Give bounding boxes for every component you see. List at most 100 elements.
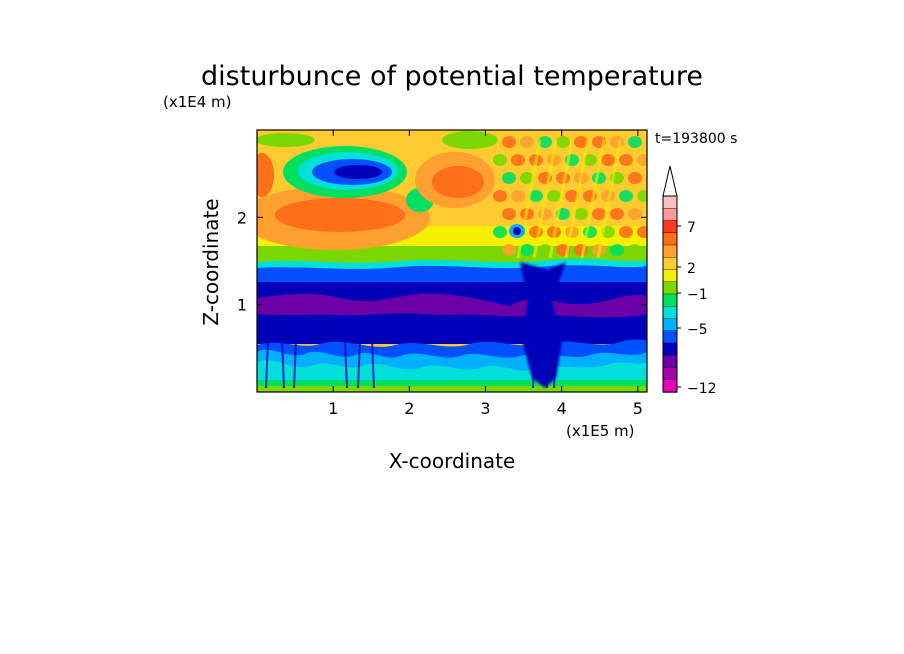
x-tick-label: 5 bbox=[633, 399, 643, 418]
cold-core-navy bbox=[334, 165, 382, 179]
colorbar-segment bbox=[662, 257, 678, 271]
wave-cell bbox=[502, 244, 516, 256]
y-tick-label: 1 bbox=[237, 296, 247, 315]
y-axis-ticks: 12 bbox=[237, 208, 647, 315]
colorbar-segment bbox=[662, 244, 678, 258]
streak bbox=[553, 339, 557, 389]
colorbar-segment bbox=[662, 367, 678, 381]
wave-cell bbox=[601, 154, 615, 166]
colorbar-segment bbox=[662, 195, 678, 209]
wave-cell bbox=[493, 226, 507, 238]
colorbar: 7 2 −1 −5 −12 bbox=[662, 165, 717, 397]
streak bbox=[532, 339, 536, 389]
y-axis-label: Z-coordinate bbox=[199, 198, 223, 325]
wave-cell bbox=[493, 154, 507, 166]
wave-cell bbox=[619, 190, 633, 202]
colorbar-segment bbox=[662, 269, 678, 283]
colorbar-segment bbox=[662, 342, 678, 356]
gravity-wave-cells bbox=[493, 136, 647, 259]
wave-cell bbox=[619, 154, 633, 166]
colorbar-extend-arrow bbox=[662, 165, 678, 197]
green-streak-top bbox=[257, 133, 315, 147]
warm-band-inner bbox=[275, 198, 405, 232]
wave-cell bbox=[592, 208, 606, 220]
wave-cell bbox=[619, 226, 633, 238]
streak bbox=[281, 339, 285, 389]
colorbar-label: −1 bbox=[687, 287, 708, 303]
green-top-mid bbox=[442, 131, 498, 149]
vertical-streaks bbox=[265, 339, 557, 389]
colorbar-segment bbox=[662, 306, 678, 320]
warm-left-edge bbox=[257, 153, 274, 197]
y-scale-label: (x1E4 m) bbox=[163, 93, 232, 111]
colorbar-frame bbox=[662, 195, 678, 393]
wave-cell bbox=[637, 226, 647, 238]
plot-frame bbox=[256, 129, 648, 393]
x-tick-label: 3 bbox=[480, 399, 490, 418]
colorbar-segment bbox=[662, 330, 678, 344]
wave-cell bbox=[574, 136, 588, 148]
wave-cell bbox=[628, 244, 642, 256]
wave-streak bbox=[532, 139, 558, 259]
wave-cell bbox=[628, 172, 642, 184]
wave-cell bbox=[520, 172, 534, 184]
colorbar-label: 2 bbox=[687, 261, 696, 277]
wave-streak bbox=[564, 139, 590, 259]
streak bbox=[293, 339, 297, 389]
x-tick-label: 1 bbox=[328, 399, 338, 418]
streak bbox=[344, 339, 348, 389]
colorbar-segment bbox=[662, 355, 678, 369]
wave-cell bbox=[538, 244, 552, 256]
wave-cell bbox=[610, 136, 624, 148]
bottom-lime-strip bbox=[257, 386, 647, 392]
x-scale-label: (x1E5 m) bbox=[566, 422, 635, 440]
colorbar-label: −12 bbox=[687, 381, 717, 397]
wave-cell bbox=[520, 244, 534, 256]
x-axis-label: X-coordinate bbox=[389, 449, 516, 473]
warm-blob-inner bbox=[432, 166, 484, 198]
wave-cell bbox=[628, 136, 642, 148]
colorbar-label: −5 bbox=[687, 322, 708, 338]
time-label: t=193800 s bbox=[655, 131, 737, 147]
wave-cell bbox=[610, 244, 624, 256]
x-tick-label: 2 bbox=[404, 399, 414, 418]
wave-cell bbox=[502, 136, 516, 148]
wave-cell bbox=[628, 208, 642, 220]
wave-cell bbox=[574, 244, 588, 256]
wave-streak bbox=[580, 139, 606, 259]
wave-cell bbox=[511, 190, 525, 202]
streak bbox=[357, 339, 361, 389]
wave-cell bbox=[574, 208, 588, 220]
wave-streak bbox=[548, 139, 574, 259]
streak bbox=[544, 339, 548, 389]
wave-cell bbox=[610, 208, 624, 220]
colorbar-segment bbox=[662, 232, 678, 246]
colorbar-segment bbox=[662, 293, 678, 307]
y-tick-label: 2 bbox=[237, 208, 247, 227]
wave-streak bbox=[596, 139, 622, 259]
wave-cell bbox=[556, 136, 570, 148]
wave-cell bbox=[583, 154, 597, 166]
chart-title: disturbunce of potential temperature bbox=[201, 61, 703, 92]
colorbar-segment bbox=[662, 318, 678, 332]
wave-cell bbox=[637, 190, 647, 202]
x-axis-ticks: 1 2 3 4 5 bbox=[328, 130, 643, 418]
wave-cell bbox=[502, 208, 516, 220]
wave-cell bbox=[547, 190, 561, 202]
wave-cell bbox=[493, 190, 507, 202]
streak bbox=[371, 339, 375, 389]
x-tick-label: 4 bbox=[557, 399, 567, 418]
wave-cell bbox=[502, 172, 516, 184]
wave-cell bbox=[529, 190, 543, 202]
colorbar-segment bbox=[662, 208, 678, 222]
wave-streak bbox=[516, 139, 542, 259]
embedded-cold-cell bbox=[513, 227, 521, 235]
contour-field bbox=[257, 130, 647, 392]
colorbar-label: 7 bbox=[687, 220, 696, 236]
colorbar-segment bbox=[662, 379, 678, 393]
wave-cell bbox=[637, 154, 647, 166]
wave-cell bbox=[511, 154, 525, 166]
colorbar-segment bbox=[662, 281, 678, 295]
